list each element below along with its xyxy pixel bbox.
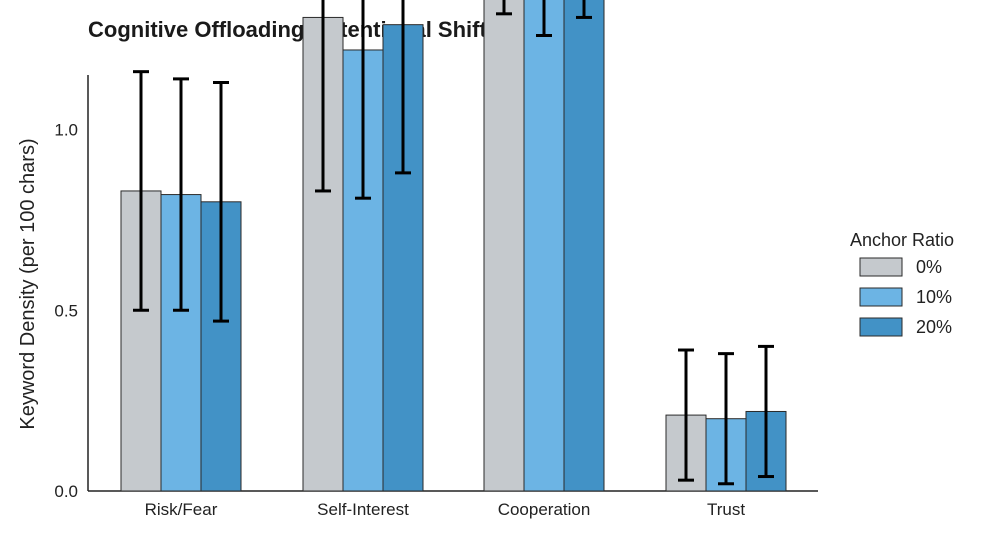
- legend: Anchor Ratio 0% 10% 20%: [850, 230, 954, 337]
- x-tick-label: Risk/Fear: [145, 500, 218, 519]
- y-tick-label: 0.5: [54, 301, 78, 320]
- chart-title: Cognitive Offloading: Attentional Shifts: [88, 17, 499, 42]
- bar: [523, 0, 565, 492]
- y-tick-label: 1.0: [54, 121, 78, 140]
- legend-title: Anchor Ratio: [850, 230, 954, 250]
- y-axis-label: Keyword Density (per 100 chars): [17, 138, 39, 429]
- plot-area: 0.00.51.01.52.0Risk/FearSelf-InterestCoo…: [54, 0, 818, 519]
- y-tick-label: 0.0: [54, 482, 78, 501]
- legend-swatch: [859, 287, 903, 307]
- legend-label: 10%: [916, 287, 952, 307]
- x-tick-label: Self-Interest: [317, 500, 409, 519]
- x-tick-label: Cooperation: [498, 500, 591, 519]
- bar: [563, 0, 605, 492]
- legend-label: 20%: [916, 317, 952, 337]
- x-tick-label: Trust: [707, 500, 745, 519]
- legend-swatch: [859, 257, 903, 277]
- legend-swatch: [859, 317, 903, 337]
- bar: [483, 0, 525, 492]
- bar: [160, 194, 202, 492]
- legend-label: 0%: [916, 257, 942, 277]
